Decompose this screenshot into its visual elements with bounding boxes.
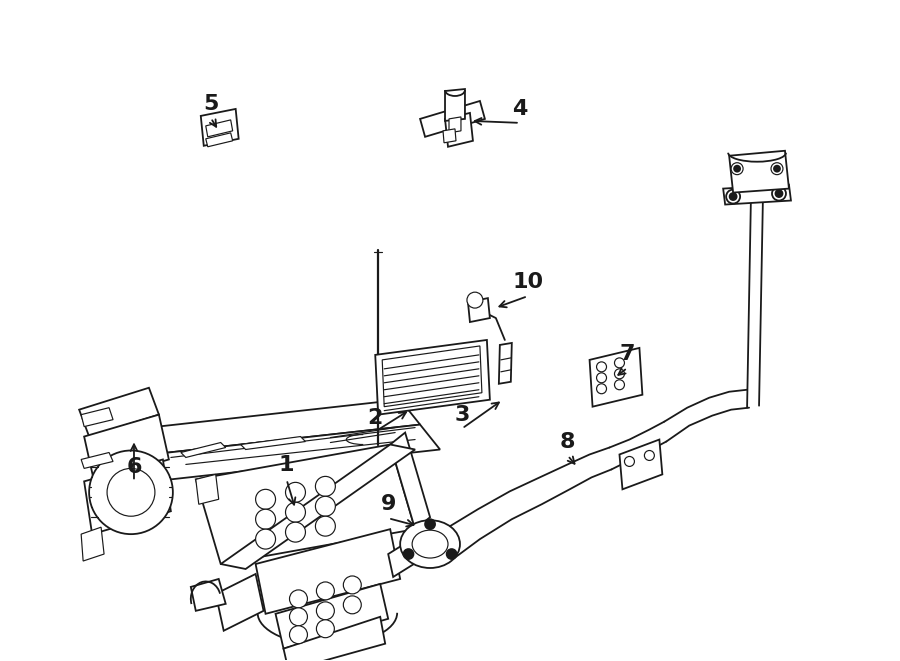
Polygon shape (284, 617, 385, 661)
Polygon shape (590, 348, 643, 407)
Circle shape (107, 469, 155, 516)
Text: 7: 7 (620, 344, 635, 364)
Circle shape (256, 489, 275, 509)
Polygon shape (468, 298, 490, 322)
Polygon shape (151, 424, 440, 479)
Polygon shape (275, 584, 388, 648)
Circle shape (285, 522, 305, 542)
Circle shape (413, 532, 443, 562)
Circle shape (425, 519, 435, 529)
Polygon shape (201, 109, 239, 146)
Circle shape (771, 163, 783, 175)
Polygon shape (196, 475, 219, 504)
Polygon shape (196, 444, 415, 564)
Circle shape (731, 163, 743, 175)
Polygon shape (81, 453, 113, 469)
Circle shape (734, 166, 740, 172)
Circle shape (644, 451, 654, 461)
Circle shape (89, 451, 173, 534)
Text: 10: 10 (512, 272, 544, 292)
Polygon shape (220, 444, 415, 569)
Circle shape (315, 496, 336, 516)
Polygon shape (724, 184, 791, 204)
Polygon shape (729, 151, 789, 192)
Circle shape (256, 509, 275, 529)
Text: 2: 2 (367, 408, 382, 428)
Circle shape (446, 549, 456, 559)
Circle shape (625, 457, 634, 467)
Circle shape (317, 620, 335, 638)
Polygon shape (499, 343, 512, 384)
Polygon shape (382, 346, 482, 407)
Text: 4: 4 (512, 99, 527, 119)
Circle shape (597, 362, 607, 372)
Circle shape (343, 576, 361, 594)
Polygon shape (216, 574, 264, 631)
Polygon shape (131, 400, 420, 455)
Polygon shape (191, 579, 226, 611)
Polygon shape (84, 459, 171, 534)
Circle shape (615, 380, 625, 390)
Circle shape (403, 549, 413, 559)
Polygon shape (619, 440, 662, 489)
Circle shape (290, 590, 308, 608)
Polygon shape (391, 432, 430, 529)
Polygon shape (79, 388, 159, 436)
Polygon shape (81, 408, 113, 426)
Polygon shape (420, 101, 485, 137)
Circle shape (597, 373, 607, 383)
Polygon shape (449, 117, 461, 133)
Polygon shape (415, 524, 445, 561)
Polygon shape (445, 89, 465, 121)
Polygon shape (445, 113, 473, 147)
Circle shape (776, 190, 782, 197)
Polygon shape (375, 340, 490, 414)
Circle shape (615, 369, 625, 379)
Circle shape (467, 292, 483, 308)
Circle shape (726, 190, 740, 204)
Circle shape (285, 502, 305, 522)
Circle shape (317, 582, 335, 600)
Text: 8: 8 (560, 432, 575, 451)
Circle shape (730, 193, 736, 200)
Polygon shape (84, 414, 169, 481)
Text: 6: 6 (126, 457, 141, 477)
Circle shape (774, 166, 780, 172)
Polygon shape (206, 120, 233, 137)
Circle shape (343, 596, 361, 614)
Text: 9: 9 (381, 494, 396, 514)
Ellipse shape (400, 520, 460, 568)
Text: 3: 3 (454, 405, 470, 424)
Circle shape (317, 602, 335, 620)
Circle shape (290, 608, 308, 626)
Circle shape (772, 186, 786, 200)
Ellipse shape (412, 530, 448, 558)
Circle shape (290, 626, 308, 644)
Text: 1: 1 (279, 455, 294, 475)
Polygon shape (443, 129, 456, 143)
Polygon shape (131, 430, 151, 479)
Circle shape (256, 529, 275, 549)
Circle shape (285, 483, 305, 502)
Polygon shape (81, 527, 104, 561)
Polygon shape (240, 436, 305, 449)
Polygon shape (206, 133, 233, 147)
Polygon shape (256, 529, 400, 614)
Circle shape (597, 384, 607, 394)
Text: 5: 5 (203, 94, 219, 114)
Polygon shape (388, 534, 425, 577)
Circle shape (315, 477, 336, 496)
Polygon shape (181, 442, 226, 457)
Circle shape (315, 516, 336, 536)
Circle shape (615, 358, 625, 368)
Circle shape (421, 540, 435, 554)
